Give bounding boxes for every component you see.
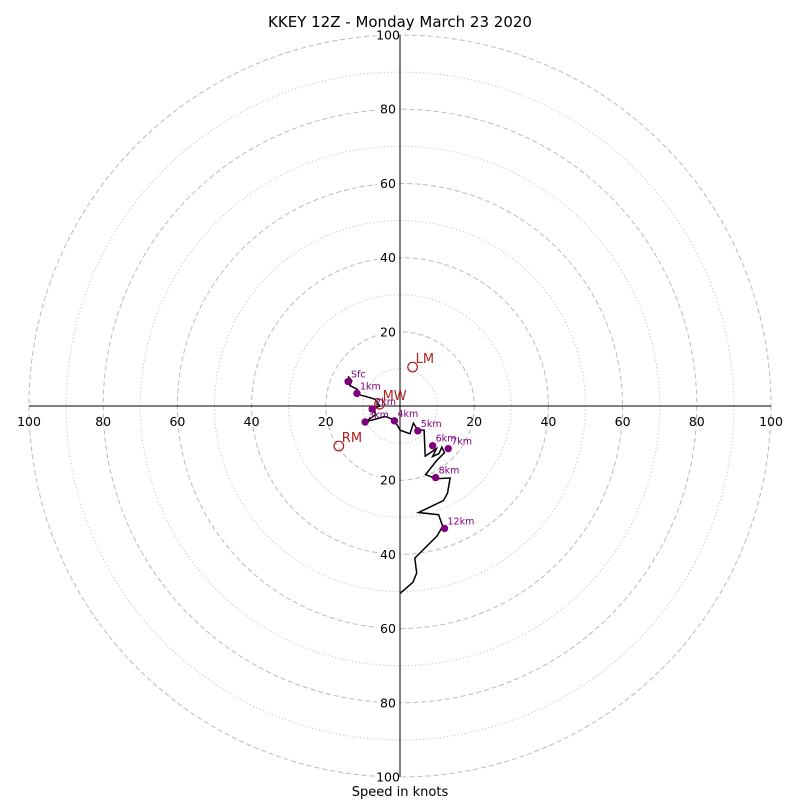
y-tick-label: 100 xyxy=(376,770,400,785)
y-tick-label: 40 xyxy=(380,250,396,265)
height-marker-label: 3km xyxy=(368,410,389,421)
storm-motion-label: LM xyxy=(416,352,434,367)
y-tick-background xyxy=(377,696,399,710)
height-marker-point xyxy=(414,427,422,435)
x-tick-label: 40 xyxy=(244,414,260,429)
height-marker-point xyxy=(431,473,440,482)
x-axis-label: Speed in knots xyxy=(352,785,449,800)
x-tick-label: 100 xyxy=(17,414,41,429)
x-tick-label: 60 xyxy=(169,414,185,429)
y-tick-label: 60 xyxy=(380,176,396,191)
height-marker-point xyxy=(428,441,437,450)
height-marker-point xyxy=(368,405,376,413)
storm-motion-marker xyxy=(374,398,386,410)
y-tick-background xyxy=(377,251,399,265)
y-tick-background xyxy=(377,325,399,339)
chart-title: KKEY 12Z - Monday March 23 2020 xyxy=(268,13,532,31)
height-marker-point xyxy=(361,418,369,426)
x-tick-label: 80 xyxy=(689,414,705,429)
x-tick-label: 80 xyxy=(95,414,111,429)
x-tick-label: 40 xyxy=(540,414,556,429)
x-tick-label: 60 xyxy=(615,414,631,429)
y-tick-label: 20 xyxy=(380,473,396,488)
storm-motion-label: MW xyxy=(383,389,407,404)
storm-motions: LM RM MW xyxy=(333,352,434,452)
height-marker-label: 5km xyxy=(421,419,442,430)
y-tick-label: 40 xyxy=(380,547,396,562)
y-tick-background xyxy=(377,547,399,561)
y-tick-background xyxy=(377,102,399,116)
x-tick-label: 20 xyxy=(466,414,482,429)
height-marker-label: 6km xyxy=(436,434,457,445)
x-tick-label: 20 xyxy=(318,414,334,429)
height-marker-point xyxy=(390,417,399,425)
tick-labels: 100 80 60 40 20 20 40 60 80 100 100 80 60 40 20 20 40 60 8… xyxy=(17,28,783,785)
y-tick-background xyxy=(377,176,399,190)
height-marker-label: 8km xyxy=(439,466,460,477)
y-tick-background xyxy=(377,770,399,784)
height-marker-point xyxy=(440,524,449,533)
y-tick-label: 60 xyxy=(380,621,396,636)
storm-motion-marker xyxy=(407,361,419,373)
height-marker-label: 7km xyxy=(451,437,472,448)
x-tick-label: 100 xyxy=(759,414,783,429)
storm-motion-label: RM xyxy=(342,431,362,446)
y-tick-background xyxy=(377,473,399,487)
y-tick-label: 20 xyxy=(380,324,396,339)
height-marker-label: 4km xyxy=(397,409,418,420)
height-marker-label: Sfc xyxy=(351,370,366,381)
axes xyxy=(29,35,771,777)
y-tick-background xyxy=(377,622,399,636)
height-marker-label: 12km xyxy=(448,516,475,527)
height-marker-point xyxy=(353,389,361,398)
y-tick-label: 100 xyxy=(376,28,400,43)
height-marker-label: 1km xyxy=(360,381,381,392)
height-marker-point xyxy=(444,444,452,453)
y-tick-label: 80 xyxy=(380,695,396,710)
y-tick-background xyxy=(377,28,399,42)
storm-motion-marker xyxy=(333,440,345,452)
y-tick-label: 80 xyxy=(380,102,396,117)
height-marker-point xyxy=(344,377,352,386)
height-marker-label: 2km xyxy=(375,397,396,408)
